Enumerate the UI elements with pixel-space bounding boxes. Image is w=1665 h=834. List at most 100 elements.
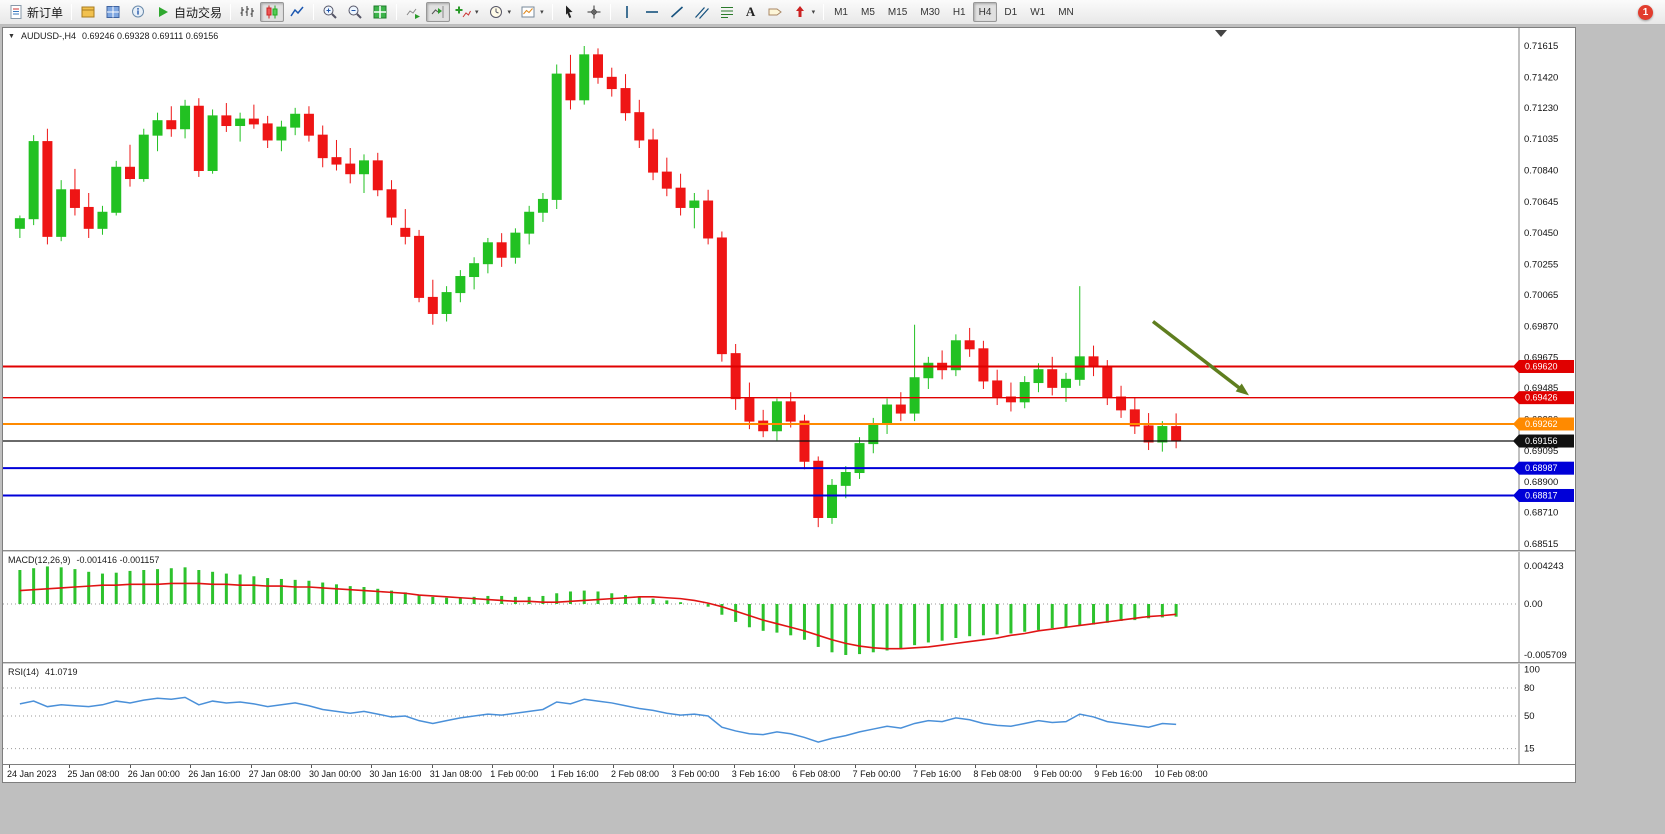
chart-shift-button[interactable]: [426, 2, 451, 22]
templates-button[interactable]: ▾: [516, 2, 548, 22]
indicators-button[interactable]: ▾: [451, 2, 483, 22]
candle-body: [193, 105, 204, 171]
candle-body: [427, 296, 438, 314]
rsi-label: RSI(14) 41.0719: [8, 667, 78, 677]
macd-pane[interactable]: 0.004243 0.00 -0.005709: [3, 552, 1575, 662]
chart-window[interactable]: ▼ AUDUSD-,H4 0.69246 0.69328 0.69111 0.6…: [2, 27, 1576, 783]
charts-profile-button[interactable]: [76, 2, 100, 22]
time-axis[interactable]: 24 Jan 2023 25 Jan 08:00 26 Jan 00:00 26 Ja…: [3, 764, 1575, 782]
text-label-button[interactable]: [763, 2, 787, 22]
autotrading-button[interactable]: 自动交易: [151, 2, 226, 22]
candle-body: [152, 120, 163, 136]
candle-body: [496, 242, 507, 258]
timeframe-h1-button[interactable]: H1: [952, 6, 966, 18]
time-label: 10 Feb 08:00: [1154, 769, 1208, 779]
zoom-in-button[interactable]: [318, 2, 342, 22]
candle-body: [593, 54, 603, 78]
arrows-shapes-button[interactable]: ▾: [788, 2, 820, 22]
bar-chart-button[interactable]: [235, 2, 259, 22]
text-tool-button[interactable]: A: [740, 2, 762, 22]
time-axis-tick: [69, 765, 71, 768]
price-badge-label: 0.68987: [1525, 463, 1558, 473]
main-chart-pane[interactable]: 0.71615 0.71420 0.71230 0.71035 0.70840 0.706…: [3, 28, 1575, 550]
horizontal-line-button[interactable]: [640, 2, 664, 22]
candle-body: [716, 237, 727, 355]
rsi-pane[interactable]: 100 80 50 15: [3, 664, 1575, 764]
price-badge: [1519, 434, 1574, 448]
timeframe-m5-button[interactable]: M5: [861, 6, 875, 18]
candle-body: [262, 123, 273, 141]
macd-scale-label: 0.00: [1524, 599, 1543, 610]
charts-profile-icon: [80, 4, 96, 20]
trend-arrow-head[interactable]: [1235, 383, 1249, 396]
fibonacci-button[interactable]: [715, 2, 739, 22]
price-label: 0.69870: [1524, 321, 1558, 332]
candle-body: [455, 276, 466, 294]
help-button[interactable]: [126, 2, 150, 22]
candle-body: [1033, 369, 1044, 384]
candlestick-chart-button[interactable]: [260, 2, 285, 22]
candle-body: [1129, 409, 1140, 427]
trend-arrow-object[interactable]: [1151, 320, 1244, 392]
candle-body: [180, 105, 191, 130]
candle-body: [1074, 356, 1085, 380]
candle-body: [359, 160, 369, 175]
tile-windows-icon: [372, 4, 388, 20]
horizontal-line-icon: [644, 4, 660, 20]
tile-windows-button[interactable]: [368, 2, 392, 22]
vertical-line-button[interactable]: [615, 2, 639, 22]
candle-body: [1157, 426, 1168, 443]
pane-separator[interactable]: [3, 662, 1575, 664]
line-chart-button[interactable]: [285, 2, 309, 22]
candle-body: [166, 120, 177, 130]
candle-body: [840, 472, 851, 486]
timeframe-m15-button[interactable]: M15: [887, 6, 908, 18]
candle-body: [730, 353, 741, 400]
equidistant-channel-button[interactable]: [690, 2, 714, 22]
crosshair-button[interactable]: [582, 2, 606, 22]
price-label: 0.71035: [1524, 134, 1558, 145]
macd-values: -0.001416 -0.001157: [76, 555, 160, 565]
ohlc-bars-icon: [239, 4, 255, 20]
time-label: 2 Feb 08:00: [611, 769, 660, 779]
price-badge-arrow: [1513, 391, 1519, 405]
candle-body: [895, 404, 906, 414]
timeframe-d1-button[interactable]: D1: [1004, 6, 1018, 18]
timeframe-h4-button[interactable]: H4: [972, 2, 998, 22]
timeframe-mn-button[interactable]: MN: [1058, 6, 1074, 18]
time-label: 8 Feb 08:00: [973, 769, 1022, 779]
timeframe-m1-button[interactable]: M1: [834, 6, 848, 18]
candle-body: [56, 189, 67, 237]
time-label: 27 Jan 08:00: [248, 769, 301, 779]
candle-body: [950, 340, 961, 371]
trendline-button[interactable]: [665, 2, 689, 22]
time-axis-tick: [733, 765, 735, 768]
timeframe-w1-button[interactable]: W1: [1030, 6, 1046, 18]
time-axis-tick: [1035, 765, 1037, 768]
candle-body: [138, 134, 149, 180]
periods-button[interactable]: ▾: [484, 2, 516, 22]
candle-body: [648, 139, 659, 173]
timeframe-m30-button[interactable]: M30: [920, 6, 940, 18]
candle-body: [83, 206, 94, 229]
candle-body: [97, 211, 108, 229]
price-badge-arrow: [1513, 434, 1519, 448]
auto-scroll-button[interactable]: [401, 2, 425, 22]
price-label: 0.69675: [1524, 353, 1558, 364]
market-watch-button[interactable]: [101, 2, 125, 22]
cursor-button[interactable]: [557, 2, 581, 22]
macd-signal-line: [19, 582, 1177, 650]
candle-body: [606, 76, 617, 90]
notification-badge[interactable]: 1: [1638, 4, 1653, 20]
chart-shift-marker[interactable]: [1215, 30, 1227, 37]
candle-body: [345, 163, 356, 175]
price-badge-label: 0.69262: [1525, 419, 1558, 429]
candle-body: [469, 263, 480, 278]
new-order-button[interactable]: 新订单: [4, 2, 67, 22]
toolbar-separator: [609, 4, 611, 20]
pane-separator[interactable]: [3, 550, 1575, 552]
price-label: 0.70255: [1524, 259, 1558, 270]
candle-body: [372, 160, 383, 191]
candle-body: [290, 113, 301, 128]
zoom-out-button[interactable]: [343, 2, 367, 22]
